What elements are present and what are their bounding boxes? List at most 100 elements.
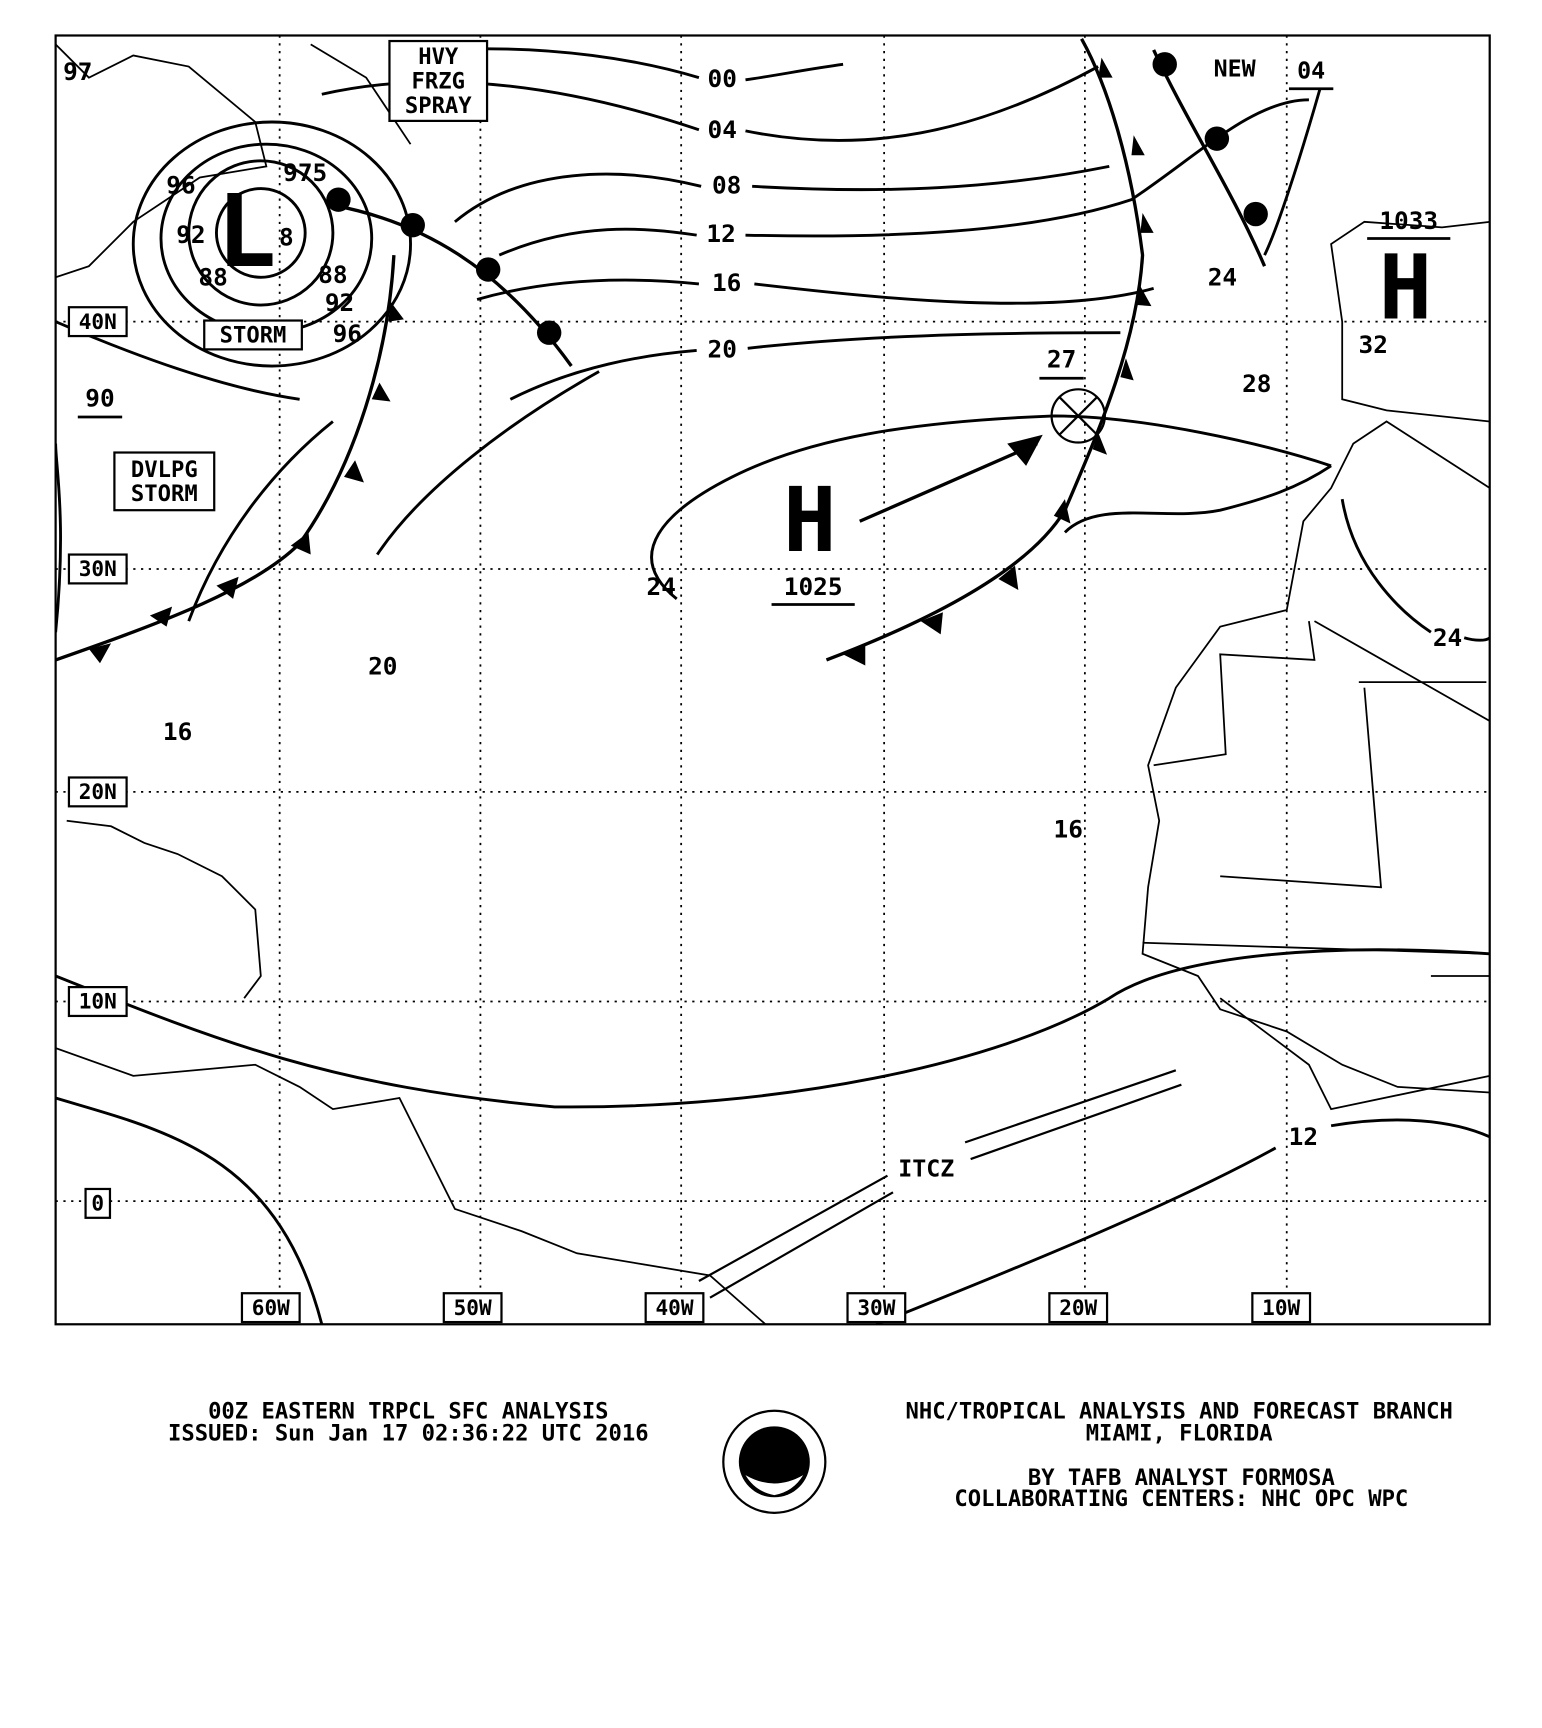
fronts	[859, 442, 1038, 523]
annotation: NEW	[1214, 55, 1257, 82]
isobar-label: 8	[279, 222, 294, 251]
warning-text: HVY	[418, 44, 459, 70]
warning-text: STORM	[131, 481, 198, 507]
isobar-label: 08	[712, 170, 741, 199]
central-pressure: 1033	[1379, 206, 1438, 235]
isobar-label: 90	[85, 383, 114, 412]
isobars	[187, 420, 334, 622]
isobar-label: 16	[712, 268, 741, 297]
isobars	[509, 331, 1121, 401]
footer-left: ISSUED: Sun Jan 17 02:36:22 UTC 2016	[168, 1421, 649, 1447]
warning-text: DVLPG	[131, 457, 198, 483]
pressure-center-symbol: L	[216, 173, 276, 290]
isobars	[131, 120, 412, 368]
isobars	[650, 414, 1332, 601]
central-pressure: 975	[283, 158, 327, 187]
lon-label-box	[846, 1292, 907, 1324]
lon-label: 60W	[252, 1295, 290, 1320]
noaa-logo	[738, 1426, 810, 1498]
lat-label: 20N	[79, 779, 117, 804]
isobars	[443, 47, 844, 82]
labels: 40N 30N 20N 10N 0 60W 50W 40W 30W 20W 10W 00 04 08 12 1…	[63, 39, 1462, 1512]
pressure-center-symbol: H	[1379, 236, 1432, 339]
lat-label-box	[67, 776, 128, 808]
isobars	[321, 65, 1099, 142]
isobars	[55, 948, 1490, 1109]
isobar-label: 88	[198, 262, 227, 291]
isobars	[187, 159, 335, 307]
lon-label-box	[442, 1292, 503, 1324]
pressure-center-symbol: H	[783, 469, 836, 572]
isobar-label: 97	[63, 57, 92, 86]
fronts	[1204, 126, 1230, 151]
isobar-label: 92	[325, 288, 354, 317]
isobar-label: 28	[1242, 369, 1271, 398]
lon-label: 10W	[1262, 1295, 1300, 1320]
isobar-label: 16	[1054, 815, 1083, 844]
isobar-label: 16	[163, 717, 192, 746]
isobar-label: 92	[176, 220, 205, 249]
isobar-label: 27	[1047, 344, 1076, 373]
lat-label-box	[67, 306, 128, 338]
footer-right: MIAMI, FLORIDA	[1086, 1421, 1273, 1447]
lat-label: 40N	[79, 309, 117, 334]
coastline	[1153, 620, 1490, 889]
coastline	[1330, 220, 1490, 423]
isobar-label: 00	[708, 64, 737, 93]
footer-right: NHC/TROPICAL ANALYSIS AND FORECAST BRANC…	[906, 1398, 1453, 1424]
noaa-logo	[745, 1475, 804, 1496]
lat-label: 30N	[79, 556, 117, 581]
fronts	[475, 257, 501, 282]
isobar-label: 24	[647, 572, 676, 601]
lon-label: 40W	[655, 1295, 693, 1320]
annotation: ITCZ	[898, 1156, 954, 1183]
annotation: 04	[1297, 58, 1325, 85]
warning-text: STORM	[220, 323, 287, 349]
isobars	[453, 164, 1110, 223]
isobar-label: 12	[706, 219, 735, 248]
lat-label: 0	[91, 1190, 104, 1215]
noaa-logo	[722, 1409, 827, 1514]
fronts	[1050, 388, 1106, 444]
isobar-label: 24	[1433, 623, 1462, 652]
lat-label: 10N	[79, 989, 117, 1014]
central-pressure: 1025	[784, 572, 843, 601]
fronts	[400, 212, 425, 238]
lat-label-box	[67, 986, 128, 1018]
lat-label-box	[67, 553, 128, 585]
footer-left: 00Z EASTERN TRPCL SFC ANALYSIS	[208, 1398, 608, 1424]
footer-right: COLLABORATING CENTERS: NHC OPC WPC	[954, 1486, 1408, 1512]
fronts	[536, 320, 562, 345]
fronts	[825, 38, 1145, 662]
footer-right: BY TAFB ANALYST FORMOSA	[1028, 1465, 1335, 1491]
lon-label: 30W	[857, 1295, 895, 1320]
coastline	[55, 1047, 767, 1325]
isobar-label: 12	[1289, 1122, 1318, 1151]
warning-box	[388, 39, 489, 123]
isobars	[498, 88, 1322, 257]
warning-box	[113, 451, 216, 512]
isobar-label: 20	[368, 652, 397, 681]
fronts	[55, 38, 1268, 1299]
grid	[55, 35, 1490, 1325]
isobars	[476, 278, 1155, 305]
coastline	[1141, 420, 1490, 1094]
lon-label-box	[644, 1292, 705, 1324]
fronts	[698, 1069, 1182, 1299]
isobars	[215, 187, 307, 279]
fronts	[1243, 201, 1268, 227]
fronts	[1058, 396, 1098, 436]
isobar-label: 88	[318, 260, 347, 289]
lon-label-box	[1251, 1292, 1312, 1324]
lon-label: 20W	[1059, 1295, 1097, 1320]
lon-label: 50W	[454, 1295, 492, 1320]
coastline	[1142, 941, 1490, 1111]
warning-box	[203, 319, 303, 351]
isobar-label: 20	[708, 334, 737, 363]
isobar-label: 96	[333, 319, 362, 348]
map-frame	[54, 34, 1491, 1326]
lon-label-box	[1048, 1292, 1109, 1324]
isobar-label: 04	[708, 115, 737, 144]
